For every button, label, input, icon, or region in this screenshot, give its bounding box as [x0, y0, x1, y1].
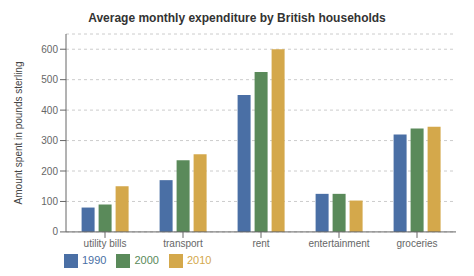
svg-text:100: 100: [41, 196, 58, 207]
svg-text:utility bills: utility bills: [84, 238, 127, 249]
svg-text:600: 600: [41, 44, 58, 55]
svg-text:entertainment: entertainment: [308, 238, 369, 249]
html-text:Average monthly expenditure by: Average monthly expenditure by British h…: [88, 11, 386, 25]
html-text:2010: 2010: [187, 253, 212, 266]
svg-text:groceries: groceries: [396, 238, 437, 249]
svg-text:300: 300: [41, 135, 58, 146]
svg-text:rent: rent: [252, 238, 269, 249]
html-text:1990: 1990: [82, 253, 107, 266]
svg-text:200: 200: [41, 166, 58, 177]
svg-text:400: 400: [41, 105, 58, 116]
svg-text:transport: transport: [163, 238, 203, 249]
svg-text:500: 500: [41, 74, 58, 85]
svg-text:0: 0: [52, 226, 58, 237]
svg-text:Amount spent in pounds sterlin: Amount spent in pounds sterling: [13, 62, 24, 205]
html-text:2000: 2000: [134, 253, 159, 266]
